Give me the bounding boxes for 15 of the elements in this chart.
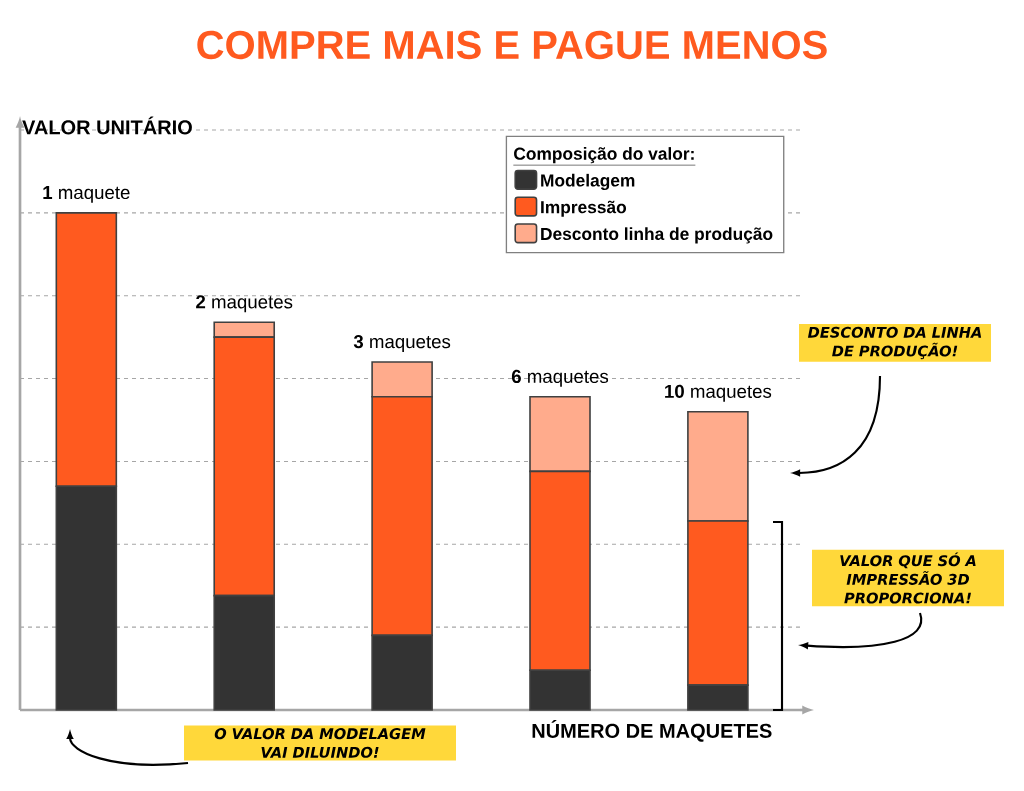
x-tick-label: 3 maquetes xyxy=(353,335,451,352)
legend-label: Modelagem xyxy=(541,173,635,191)
legend-label: Impressão xyxy=(541,200,627,217)
x-tick-label: 6 maquetes xyxy=(511,369,609,387)
x-tick-label: 10 maquetes xyxy=(665,384,772,402)
text: O VALOR DA MODELAGEM VAI DILUINDO! xyxy=(214,728,426,758)
text: VALOR QUE SÓ A IMPRESSÃO 3D PROPORCIONA! xyxy=(840,552,976,604)
y-axis-title: VALOR UNITÁRIO xyxy=(22,116,192,135)
legend-title: Composição do valor: xyxy=(514,147,694,164)
x-tick-label: 1 maquete xyxy=(43,186,130,203)
x-axis-title: NÚMERO DE MAQUETES xyxy=(532,720,772,742)
legend-label: Desconto linha de produção xyxy=(541,227,773,244)
chart-title: COMPRE MAIS E PAGUE MENOS xyxy=(197,30,827,60)
text: DESCONTO DA LINHA DE PRODUÇÃO! xyxy=(807,326,982,360)
x-tick-label: 2 maquetes xyxy=(196,295,293,313)
